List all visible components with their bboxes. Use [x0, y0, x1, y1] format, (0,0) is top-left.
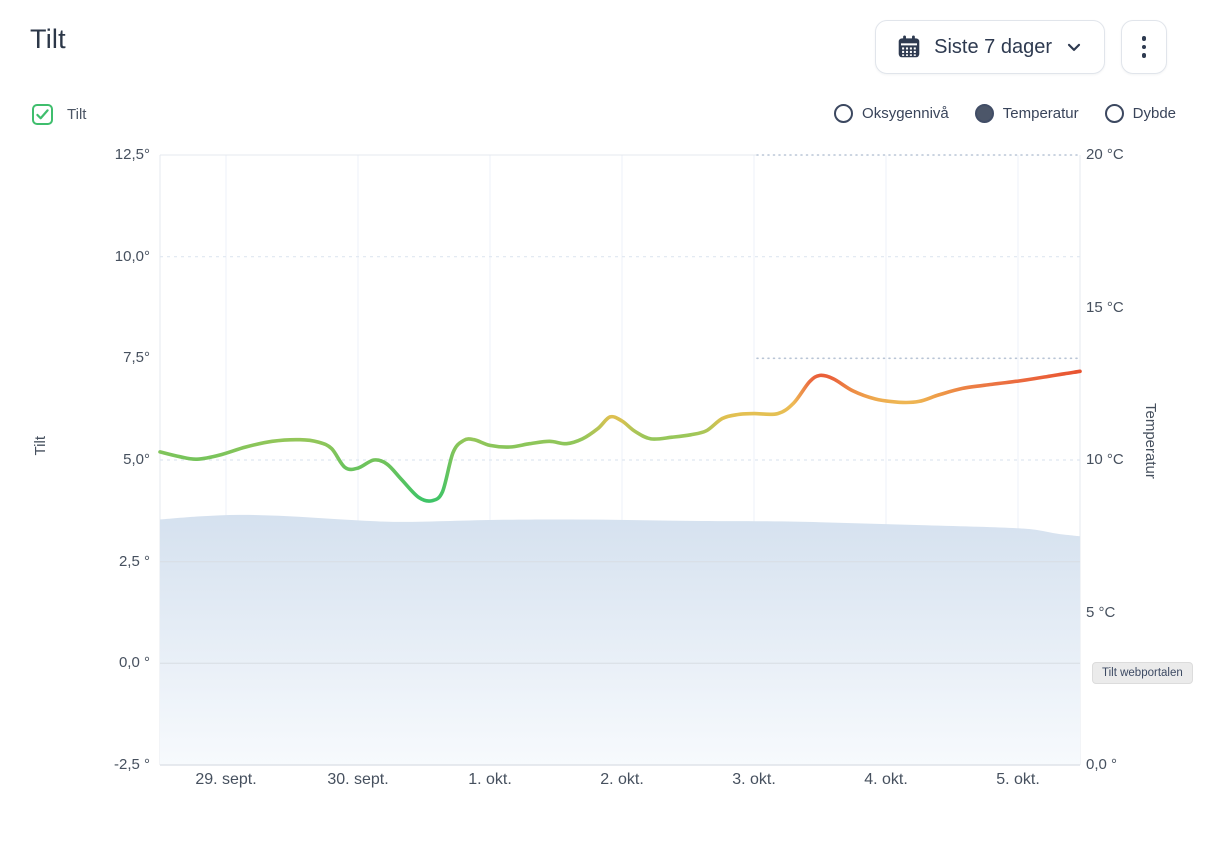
radio-label: Dybde — [1132, 105, 1176, 122]
y-axis-tick-right: 10 °C — [1086, 451, 1124, 468]
tilt-checkbox[interactable] — [32, 104, 53, 125]
radio-icon — [1104, 104, 1124, 123]
y-axis-tick-right: 20 °C — [1086, 146, 1124, 163]
date-range-label: Siste 7 dager — [934, 35, 1052, 58]
check-icon — [36, 109, 49, 120]
y-axis-tick-right: 5 °C — [1086, 604, 1116, 621]
page-title: Tilt — [30, 24, 66, 54]
left-axis-title: Tilt — [32, 436, 49, 456]
x-axis-tick: 29. sept. — [195, 771, 257, 788]
radio-icon — [974, 104, 994, 123]
y-axis-tick-left: 10,0° — [114, 248, 150, 265]
radio-icon — [834, 104, 854, 123]
x-axis-tick: 1. okt. — [468, 771, 512, 788]
kebab-menu-button[interactable] — [1121, 20, 1167, 74]
x-axis-tick: 3. okt. — [732, 771, 776, 788]
calendar-icon — [896, 34, 922, 60]
y-axis-tick-left: -2,5 ° — [113, 756, 150, 773]
radio-dybde[interactable]: Dybde — [1104, 104, 1176, 123]
toolbar: Siste 7 dager — [875, 20, 1167, 74]
y-axis-tick-left: 0,0 ° — [118, 654, 150, 671]
y-axis-tick-left: 2,5 ° — [118, 553, 150, 570]
tilt-series-toggle[interactable]: Tilt — [32, 104, 86, 125]
date-range-button[interactable]: Siste 7 dager — [875, 20, 1105, 74]
y-axis-tick-left: 7,5° — [123, 349, 150, 366]
webportal-badge[interactable]: Tilt webportalen — [1092, 662, 1193, 684]
series-radio-group: Oksygennivå Temperatur Dybde — [834, 104, 1176, 123]
radio-label: Temperatur — [1002, 105, 1079, 122]
radio-temperatur[interactable]: Temperatur — [974, 104, 1079, 123]
x-axis-tick: 5. okt. — [996, 771, 1040, 788]
x-axis-tick: 30. sept. — [327, 771, 389, 788]
y-axis-tick-left: 12,5° — [114, 146, 150, 163]
x-axis-tick: 4. okt. — [864, 771, 908, 788]
radio-oksygennivaa[interactable]: Oksygennivå — [834, 104, 949, 123]
x-axis-tick: 2. okt. — [600, 771, 644, 788]
kebab-menu-icon — [1141, 36, 1147, 58]
y-axis-tick-right: 0,0 ° — [1086, 756, 1118, 773]
chevron-down-icon — [1064, 37, 1084, 57]
y-axis-tick-left: 5,0° — [123, 451, 150, 468]
y-axis-tick-right: 15 °C — [1086, 299, 1124, 316]
radio-label: Oksygennivå — [862, 105, 949, 122]
right-axis-title: Temperatur — [1142, 403, 1159, 479]
tilt-checkbox-label: Tilt — [67, 106, 87, 123]
